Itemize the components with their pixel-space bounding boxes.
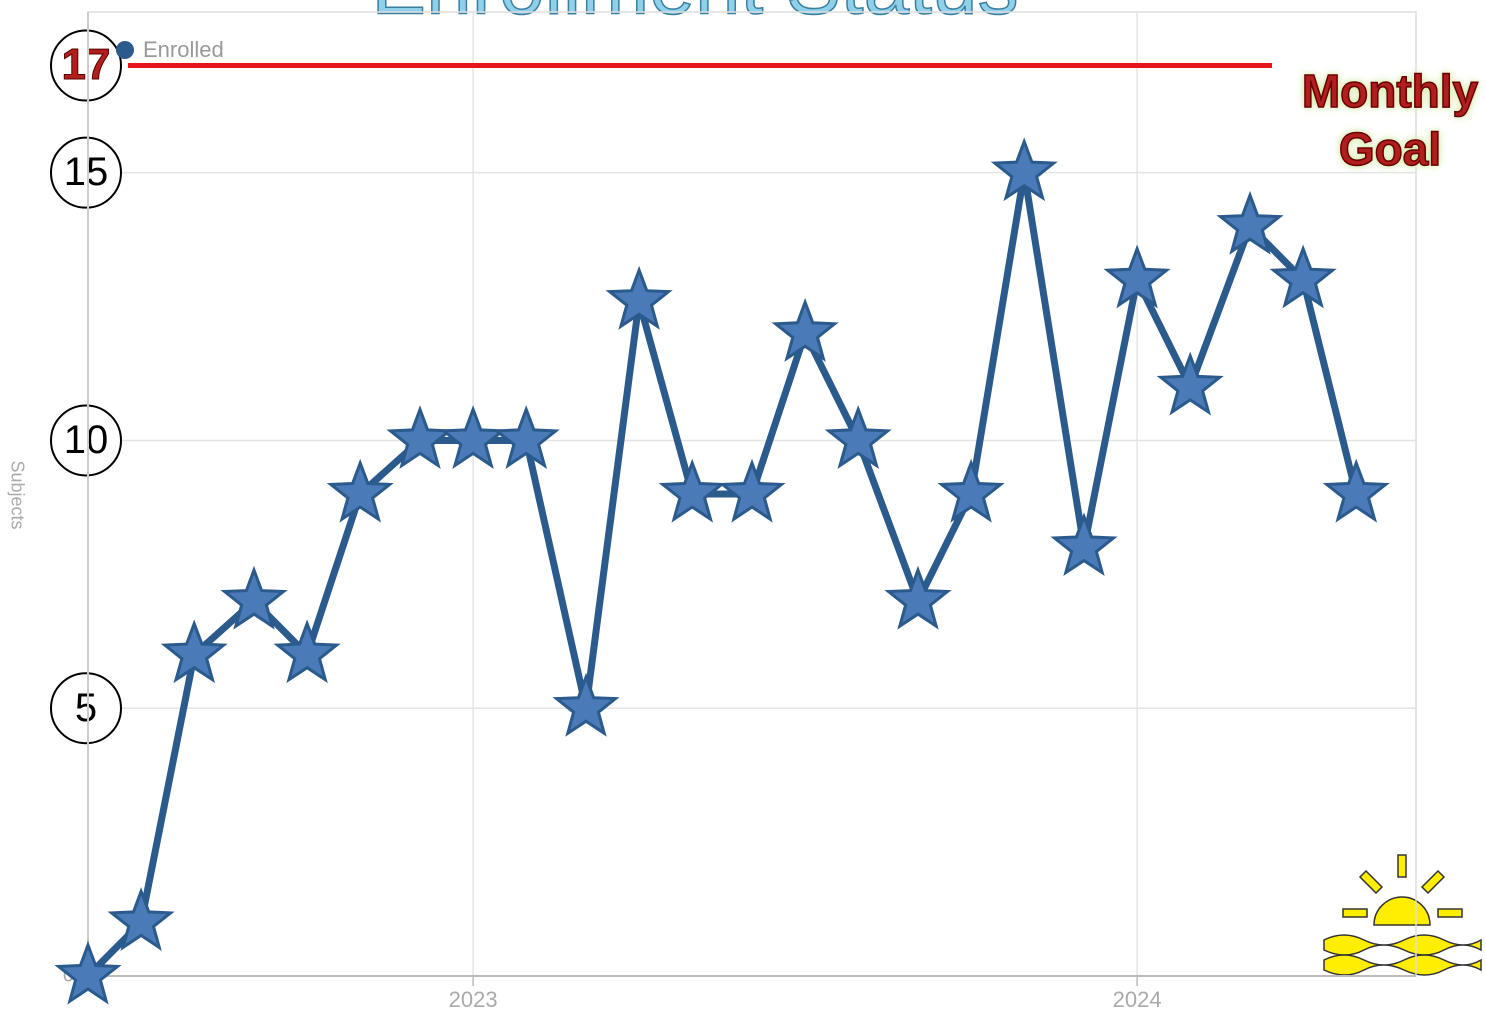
star-marker	[273, 619, 341, 684]
star-marker	[552, 672, 620, 737]
star-marker	[54, 940, 122, 1005]
star-marker	[220, 565, 288, 630]
y-tick-label: 17	[62, 40, 111, 89]
goal-label: Monthly Goal	[1301, 64, 1479, 176]
series-line	[85, 169, 1360, 979]
star-marker	[990, 137, 1058, 202]
star-marker	[824, 405, 892, 469]
star-marker	[937, 458, 1005, 523]
tick-circle	[50, 404, 122, 477]
y-axis-label: Subjects	[7, 460, 27, 529]
legend-label: Enrolled	[143, 37, 224, 62]
y-tick-label: 15	[64, 150, 109, 194]
x-tick-label: 2023	[449, 987, 498, 1012]
star-marker	[605, 265, 673, 330]
x-tick-label: 2024	[1113, 987, 1162, 1012]
star-marker	[658, 458, 726, 523]
legend-marker	[116, 41, 134, 59]
star-marker	[1156, 351, 1224, 416]
star-marker	[1322, 458, 1390, 523]
star-marker	[326, 458, 394, 523]
y-tick-label: 5	[75, 686, 97, 730]
star-marker	[884, 565, 952, 630]
sun-icon	[1323, 854, 1482, 976]
tick-circle	[50, 29, 122, 102]
star-marker	[1050, 512, 1118, 577]
star-marker	[718, 458, 786, 523]
star-marker	[771, 298, 839, 362]
star-marker	[1216, 190, 1284, 255]
tick-circle	[50, 672, 122, 745]
y-tick-label: 10	[64, 418, 109, 462]
chart-title: Enrollment Status	[371, 0, 1018, 32]
tick-circle	[50, 136, 122, 209]
star-marker	[107, 887, 175, 951]
star-marker	[492, 405, 560, 469]
star-marker	[1103, 244, 1171, 309]
star-marker	[160, 619, 228, 684]
star-marker	[1269, 244, 1337, 309]
